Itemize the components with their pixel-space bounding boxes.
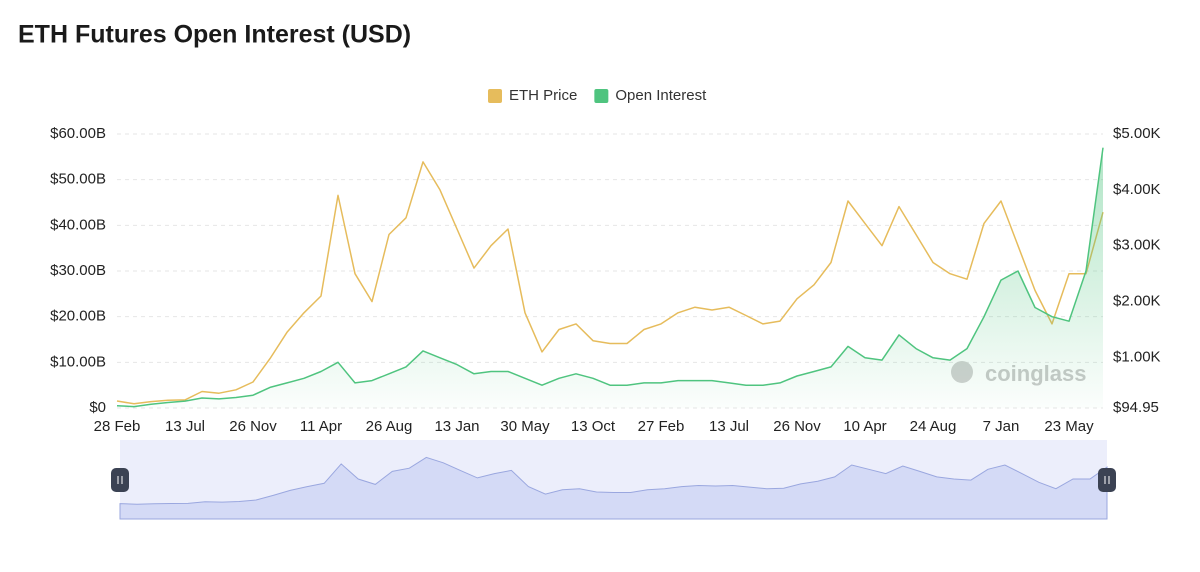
x-tick-label: 13 Oct [571,418,616,435]
y2-tick-label: $4.00K [1113,181,1161,198]
navigator-handle [111,468,129,492]
legend-swatch [488,89,502,103]
y2-tick-label: $3.00K [1113,237,1161,254]
x-tick-label: 30 May [500,418,550,435]
x-tick-label: 24 Aug [910,418,957,435]
legend-label: Open Interest [615,87,707,104]
navigator [111,440,1116,520]
area [117,147,1103,408]
y-tick-label: $20.00B [50,308,106,325]
x-tick-label: 7 Jan [983,418,1020,435]
legend-swatch [594,89,609,103]
x-tick-label: 11 Apr [300,418,342,435]
navigator-area [119,456,1108,520]
x-tick-label: 13 Jul [709,418,749,435]
y-tick-label: $40.00B [50,216,106,233]
y-tick-label: $10.00B [50,353,106,370]
x-tick-label: 27 Feb [638,418,685,435]
legend: ETH Price Open Interest [488,87,707,104]
y-tick-label: $0 [89,399,106,416]
y2-tick-label: $5.00K [1113,125,1161,142]
legend-label: ETH Price [509,87,577,104]
y-tick-label: $60.00B [50,125,106,142]
x-tick-label: 23 May [1044,418,1094,435]
x-tick-label: 13 Jan [434,418,479,435]
grid: $0 $10.00B $20.00B $30.00B $40.00B $50.00B $60… [50,125,1160,435]
line [116,161,1104,405]
plot: coinglass [116,147,1104,408]
y2-tick-label: $2.00K [1113,293,1161,310]
x-tick-label: 28 Feb [94,418,141,435]
navigator-handle [1098,468,1116,492]
chart-title: ETH Futures Open Interest (USD) [18,21,411,49]
x-tick-label: 26 Nov [229,418,277,435]
x-tick-label: 26 Nov [773,418,821,435]
x-tick-label: 10 Apr [843,418,886,435]
x-tick-label: 26 Aug [366,418,413,435]
y2-tick-label: $94.95 [1113,399,1159,416]
y2-tick-label: $1.00K [1113,348,1161,365]
y-tick-label: $30.00B [50,262,106,279]
y-tick-label: $50.00B [50,171,106,188]
x-tick-label: 13 Jul [165,418,205,435]
line [116,147,1104,408]
